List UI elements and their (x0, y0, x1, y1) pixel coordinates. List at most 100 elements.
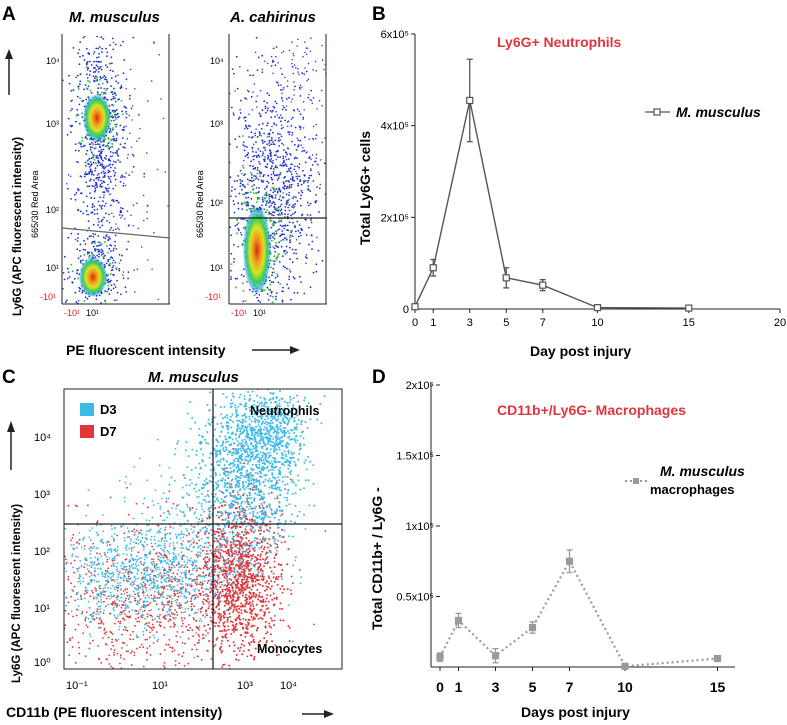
panel-c-d7-event-dot (85, 573, 87, 576)
panel-a-left-event-dot (99, 155, 102, 158)
panel-a-left-event-dot (108, 293, 111, 295)
panel-a-right-event-dot (259, 150, 262, 153)
panel-c-d7-event-dot (232, 610, 235, 613)
panel-c-d7-event-dot (167, 510, 170, 513)
panel-c-d7-event-dot (241, 582, 244, 584)
panel-c-d7-event-dot (250, 609, 253, 612)
panel-c-d7-event-dot (242, 542, 245, 545)
panel-c-d7-event-dot (256, 554, 259, 557)
panel-a-right-event-dot (267, 299, 270, 301)
panel-a-right-event-dot (220, 188, 222, 190)
panel-a-left-event-dot (70, 198, 72, 200)
panel-a-right-event-dot (281, 92, 283, 95)
panel-c-d7-event-dot (110, 603, 113, 605)
panel-c-d7-event-dot (263, 530, 265, 533)
panel-a-right-event-dot (307, 188, 310, 190)
panel-a-right-event-dot (255, 156, 258, 159)
panel-a-right-event-dot (250, 326, 252, 328)
panel-a-right-event-dot (272, 191, 275, 194)
panel-a-right-event-dot (302, 118, 305, 120)
panel-c-d7-event-dot (231, 560, 234, 563)
panel-a-right-event-dot (302, 101, 305, 103)
panel-c-d7-event-dot (195, 625, 198, 628)
panel-c-d7-event-dot (97, 622, 100, 625)
panel-c-d7-event-dot (244, 509, 247, 512)
panel-c-d7-event-dot (130, 664, 133, 666)
panel-c-d7-event-dot (77, 623, 80, 626)
panel-c-d3-event-dot (94, 556, 97, 559)
panel-c-d3-event-dot (172, 527, 175, 529)
panel-c-d7-event-dot (215, 638, 218, 641)
panel-a-left-event-dot (121, 176, 124, 178)
panel-c-d7-event-dot (119, 662, 121, 665)
panel-c-d7-event-dot (215, 530, 218, 533)
panel-a-right-event-dot (302, 116, 304, 119)
panel-c-d7-event-dot (189, 626, 192, 629)
panel-a-left-event-dot (127, 154, 129, 156)
panel-c-d7-event-dot (268, 549, 271, 552)
panel-a-right-event-dot (223, 242, 225, 244)
panel-a-left-event-dot (115, 117, 118, 120)
panel-c-d7-event-dot (190, 603, 193, 605)
panel-a-left-event-dot (87, 67, 90, 69)
panel-a-right-event-dot (271, 224, 274, 227)
panel-a-right-event-dot (236, 277, 239, 280)
panel-a-right-event-dot (285, 203, 288, 206)
panel-c-d7-event-dot (201, 637, 204, 640)
panel-a-left-event-dot (77, 85, 80, 88)
panel-c-d7-event-dot (264, 620, 267, 623)
panel-a-right-event-dot (264, 188, 266, 190)
panel-a-right-event-dot (264, 193, 267, 196)
panel-c-d7-event-dot (145, 622, 148, 625)
panel-c-d7-event-dot (45, 583, 47, 585)
panel-c-d7-event-dot (122, 617, 125, 620)
panel-c-d7-event-dot (49, 590, 51, 592)
panel-a-left-event-dot (108, 159, 111, 161)
panel-a-left-event-dot (107, 145, 110, 148)
panel-c-d7-event-dot (251, 600, 254, 603)
panel-c-d7-event-dot (131, 650, 133, 653)
panel-c-d7-event-dot (217, 597, 220, 600)
panel-c-d7-event-dot (196, 575, 199, 578)
panel-c-d7-event-dot (134, 624, 137, 627)
panel-a-left-event-dot (76, 108, 79, 111)
panel-c-d7-event-dot (127, 616, 130, 619)
panel-c-d7-event-dot (240, 612, 243, 614)
panel-c-d7-event-dot (267, 586, 270, 589)
panel-c-d7-event-dot (262, 548, 265, 551)
panel-c-d7-event-dot (138, 531, 141, 534)
panel-c-d7-event-dot (249, 604, 252, 607)
panel-a-left-event-dot (115, 113, 117, 116)
panel-a-left-event-dot (114, 286, 117, 288)
panel-c-d3-event-dot (172, 564, 175, 567)
panel-c-d7-event-dot (206, 649, 209, 652)
panel-a-right-event-dot (300, 189, 303, 192)
panel-c-d7-event-dot (177, 595, 180, 598)
panel-a-left-event-dot (118, 228, 120, 231)
panel-a-left-event-dot (99, 241, 101, 244)
panel-c-d7-event-dot (278, 534, 281, 537)
panel-a-left-event-dot (119, 161, 121, 163)
panel-a-left-event-dot (93, 242, 96, 245)
panel-a-right-event-dot (278, 174, 280, 176)
panel-c-d7-event-dot (109, 630, 112, 633)
panel-c-d7-event-dot (250, 641, 253, 644)
panel-c-d7-event-dot (155, 631, 158, 633)
panel-c-d7-event-dot (261, 550, 264, 553)
panel-c-d7-event-dot (214, 644, 217, 646)
panel-c-d7-event-dot (52, 613, 54, 615)
panel-a-left-event-dot (66, 183, 68, 185)
panel-a-left-xtick-neg: -10¹ (64, 308, 80, 318)
panel-a-right-event-dot (262, 200, 264, 203)
panel-a-right-event-dot (241, 282, 244, 285)
panel-a-left-event-dot (102, 200, 104, 203)
panel-c-d7-event-dot (170, 563, 173, 566)
panel-a-right-event-dot (217, 181, 219, 183)
panel-c-d7-event-dot (182, 679, 184, 681)
panel-c-d7-event-dot (65, 561, 68, 564)
panel-a-left-event-dot (92, 245, 95, 248)
panel-a-left-event-dot (107, 238, 110, 241)
panel-a-left-event-dot (92, 154, 95, 157)
panel-a-right-event-dot (247, 90, 250, 93)
panel-c-d7-event-dot (251, 633, 254, 636)
